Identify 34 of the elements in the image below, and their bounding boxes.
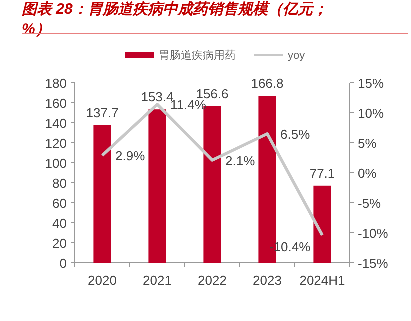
x-tick-label: 2020	[88, 273, 117, 288]
y-tick-label: 120	[45, 136, 67, 151]
bar	[94, 125, 112, 263]
y-tick-label: 100	[45, 156, 67, 171]
y-tick-label: 160	[45, 96, 67, 111]
y-tick-label: 60	[52, 196, 67, 211]
y-tick-label: 20	[52, 236, 67, 251]
y2-tick-label: 15%	[358, 76, 384, 91]
x-tick-label: 2021	[143, 273, 172, 288]
data-label: 77.1	[310, 166, 336, 181]
bar	[148, 110, 166, 263]
y-tick-label: 80	[52, 176, 67, 191]
y-tick-label: 180	[45, 76, 67, 91]
y-tick-label: 0	[60, 256, 67, 271]
bar	[314, 186, 332, 263]
x-tick-label: 2024H1	[300, 273, 346, 288]
data-label: 166.8	[251, 76, 284, 92]
y2-tick-label: -5%	[358, 196, 382, 211]
y2-tick-label: 10%	[358, 106, 384, 121]
y-tick-label: 140	[45, 116, 67, 131]
x-tick-label: 2022	[198, 273, 227, 288]
y2-tick-label: -15%	[358, 256, 389, 271]
data-label: 2.9%	[116, 148, 146, 164]
x-tick-label: 2023	[253, 273, 282, 288]
y2-tick-label: 0%	[358, 166, 378, 181]
y2-tick-label: 5%	[358, 136, 378, 151]
data-label: 137.7	[86, 105, 119, 120]
y-tick-label: 40	[52, 216, 67, 231]
legend-label: yoy	[288, 50, 306, 62]
data-label: 156.6	[196, 86, 229, 102]
legend-label: 胃肠道疾病用药	[159, 49, 236, 62]
y2-tick-label: -10%	[358, 226, 389, 241]
data-label: 2.1%	[226, 153, 256, 168]
data-label: 6.5%	[280, 127, 311, 142]
